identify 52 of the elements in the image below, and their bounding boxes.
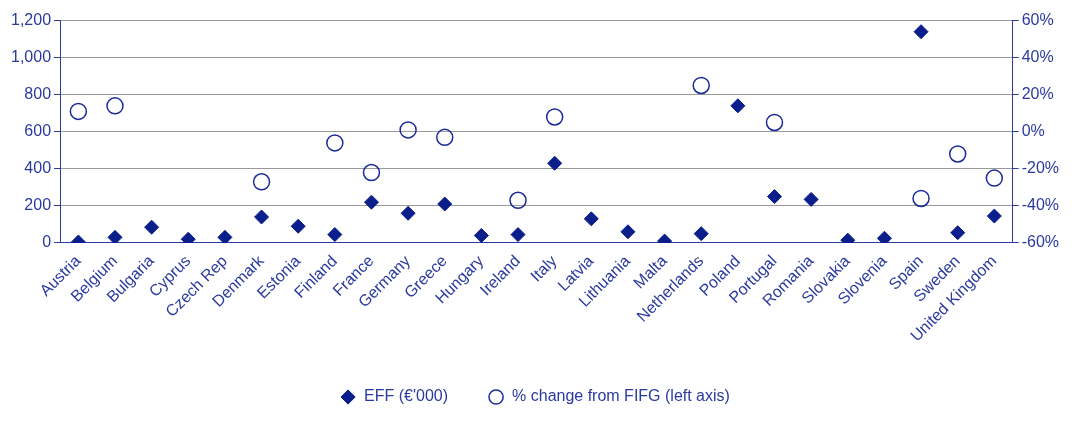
point — [767, 189, 782, 205]
y2-tick-label: 0% — [1021, 122, 1045, 140]
point — [510, 227, 526, 243]
point — [692, 76, 710, 95]
point — [730, 98, 746, 114]
y2-tick-label: -20% — [1021, 159, 1060, 177]
point — [912, 189, 930, 208]
y-tick-label: 1,200 — [10, 11, 52, 29]
y-tick-label: 600 — [24, 122, 52, 140]
point — [950, 225, 966, 241]
point — [986, 208, 1002, 224]
point — [252, 173, 271, 191]
point — [693, 226, 709, 242]
point — [876, 230, 892, 243]
y-tick-label: 0 — [42, 233, 52, 251]
point — [326, 134, 344, 152]
point — [985, 169, 1004, 187]
legend-label: EFF (€'000) — [364, 387, 449, 405]
y2-tick-label: -40% — [1021, 196, 1060, 214]
point — [327, 227, 343, 243]
point — [803, 191, 819, 207]
y2-tick-label: 20% — [1021, 85, 1054, 103]
legend-label: % change from FIFG (left axis) — [512, 387, 730, 405]
point — [436, 128, 454, 147]
point — [948, 145, 967, 163]
point — [547, 155, 563, 171]
point — [913, 24, 929, 40]
y-tick-label: 1,000 — [10, 48, 52, 66]
point — [107, 229, 123, 243]
point — [362, 163, 381, 182]
point — [583, 211, 599, 227]
point — [363, 194, 379, 210]
point — [254, 209, 270, 225]
y2-tick-label: -60% — [1021, 233, 1060, 251]
y2-tick-label: 60% — [1021, 11, 1054, 29]
y-tick-label: 200 — [24, 196, 52, 214]
point — [106, 97, 124, 115]
point — [400, 205, 416, 221]
point — [69, 102, 88, 121]
y-tick-label: 400 — [24, 159, 52, 177]
point — [765, 113, 784, 132]
point — [509, 191, 527, 210]
point — [144, 219, 160, 235]
y-tick-label: 800 — [24, 85, 52, 103]
point — [620, 224, 636, 240]
point — [473, 228, 489, 243]
y2-tick-label: 40% — [1021, 48, 1054, 66]
point — [437, 196, 453, 212]
point — [399, 121, 417, 139]
point — [545, 108, 564, 126]
point — [290, 218, 306, 234]
point — [217, 229, 233, 243]
